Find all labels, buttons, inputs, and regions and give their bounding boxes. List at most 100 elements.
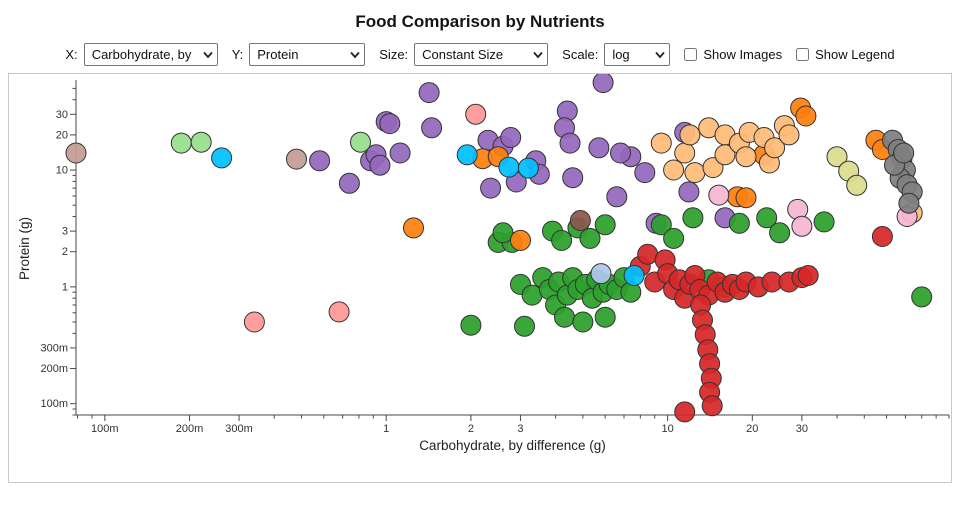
data-point[interactable] — [190, 131, 212, 153]
x-axis-select-label: X: — [65, 47, 78, 62]
tick-label: 30 — [56, 109, 68, 121]
data-point[interactable] — [170, 132, 192, 154]
data-point[interactable] — [674, 142, 696, 164]
data-point[interactable] — [309, 150, 331, 172]
data-point[interactable] — [764, 137, 786, 159]
data-point[interactable] — [369, 154, 391, 176]
data-point[interactable] — [735, 146, 757, 168]
data-point[interactable] — [590, 263, 612, 285]
data-point[interactable] — [572, 311, 594, 333]
data-point[interactable] — [606, 186, 628, 208]
scale-select[interactable]: log — [604, 43, 671, 66]
size-select[interactable]: Constant Size — [414, 43, 549, 66]
data-point[interactable] — [569, 210, 591, 231]
y-axis-select[interactable]: Protein — [249, 43, 366, 66]
data-point[interactable] — [559, 132, 581, 154]
data-point[interactable] — [682, 207, 704, 229]
data-point[interactable] — [403, 217, 424, 239]
data-point[interactable] — [708, 184, 730, 206]
data-point[interactable] — [517, 157, 539, 179]
data-point[interactable] — [594, 214, 616, 236]
show-images-control[interactable]: Show Images — [684, 47, 782, 62]
data-point[interactable] — [594, 306, 616, 328]
app: Food Comparison by Nutrients X: Carbohyd… — [0, 12, 960, 483]
data-point[interactable] — [554, 306, 575, 328]
tick-label: 3 — [62, 226, 68, 238]
data-point[interactable] — [328, 301, 350, 323]
tick-label: 20 — [56, 129, 68, 141]
scatter-plot: 100m 200m 300m 1 2 3 10 20 30 100m 200m 300m 1 2 3 10 20… — [40, 74, 950, 435]
data-point[interactable] — [893, 142, 915, 164]
data-point[interactable] — [418, 82, 440, 104]
tick-label: 100m — [40, 398, 68, 410]
data-point[interactable] — [674, 401, 696, 423]
data-point[interactable] — [500, 127, 522, 148]
data-point[interactable] — [650, 214, 672, 236]
data-point[interactable] — [492, 222, 514, 244]
data-point[interactable] — [650, 132, 672, 154]
scale-select-label: Scale: — [562, 47, 599, 62]
data-point[interactable] — [592, 74, 614, 94]
tick-label: 300m — [40, 342, 68, 354]
data-point[interactable] — [350, 131, 371, 153]
data-point[interactable] — [634, 162, 656, 184]
data-point[interactable] — [480, 177, 502, 199]
data-point[interactable] — [456, 144, 478, 166]
data-point[interactable] — [678, 181, 700, 203]
data-point[interactable] — [663, 227, 685, 249]
show-legend-checkbox[interactable] — [796, 48, 810, 61]
data-point[interactable] — [211, 147, 233, 169]
y-axis-title: Protein (g) — [17, 216, 32, 280]
data-point[interactable] — [389, 142, 411, 164]
data-point[interactable] — [562, 167, 584, 189]
data-point[interactable] — [679, 124, 701, 146]
data-point[interactable] — [735, 187, 757, 209]
data-point[interactable] — [465, 103, 487, 125]
data-point[interactable] — [846, 174, 868, 196]
data-point[interactable] — [871, 226, 893, 247]
data-point[interactable] — [684, 162, 706, 184]
data-point[interactable] — [728, 212, 750, 234]
data-point[interactable] — [551, 229, 573, 251]
data-point[interactable] — [701, 395, 723, 417]
data-point[interactable] — [579, 227, 601, 249]
data-point[interactable] — [421, 117, 443, 139]
data-point[interactable] — [797, 265, 819, 286]
data-point[interactable] — [911, 286, 933, 308]
data-point[interactable] — [286, 148, 307, 170]
show-images-checkbox[interactable] — [684, 48, 698, 61]
data-point[interactable] — [769, 222, 791, 244]
data-point[interactable] — [588, 137, 610, 159]
data-point[interactable] — [898, 192, 920, 214]
data-point[interactable] — [243, 311, 265, 333]
data-point[interactable] — [791, 215, 813, 237]
size-control: Size: Constant Size — [379, 43, 549, 66]
page-title: Food Comparison by Nutrients — [355, 12, 605, 31]
x-axis-title: Carbohydrate, by difference (g) — [419, 438, 606, 453]
data-point[interactable] — [65, 142, 87, 164]
data-point[interactable] — [510, 229, 531, 251]
data-point[interactable] — [623, 265, 645, 286]
data-point[interactable] — [826, 146, 848, 168]
tick-label: 10 — [661, 423, 673, 435]
show-legend-control[interactable]: Show Legend — [796, 47, 895, 62]
data-point[interactable] — [460, 314, 482, 336]
data-point[interactable] — [795, 105, 817, 127]
data-point[interactable] — [663, 159, 685, 181]
show-images-label: Show Images — [703, 47, 783, 62]
data-point[interactable] — [813, 211, 835, 233]
data-point[interactable] — [756, 207, 778, 229]
data-point[interactable] — [498, 156, 520, 178]
data-point[interactable] — [379, 113, 401, 135]
data-point[interactable] — [514, 315, 535, 337]
data-point[interactable] — [338, 172, 360, 194]
tick-label: 100m — [91, 423, 119, 435]
size-select-label: Size: — [379, 47, 409, 62]
data-point[interactable] — [610, 142, 631, 164]
x-axis-select[interactable]: Carbohydrate, by — [83, 43, 218, 66]
tick-label: 200m — [40, 363, 68, 375]
y-axis-select-wrap: Protein — [249, 43, 366, 66]
x-axis-control: X: Carbohydrate, by — [65, 43, 218, 66]
data-point[interactable] — [714, 144, 736, 166]
data-point[interactable] — [778, 124, 800, 146]
